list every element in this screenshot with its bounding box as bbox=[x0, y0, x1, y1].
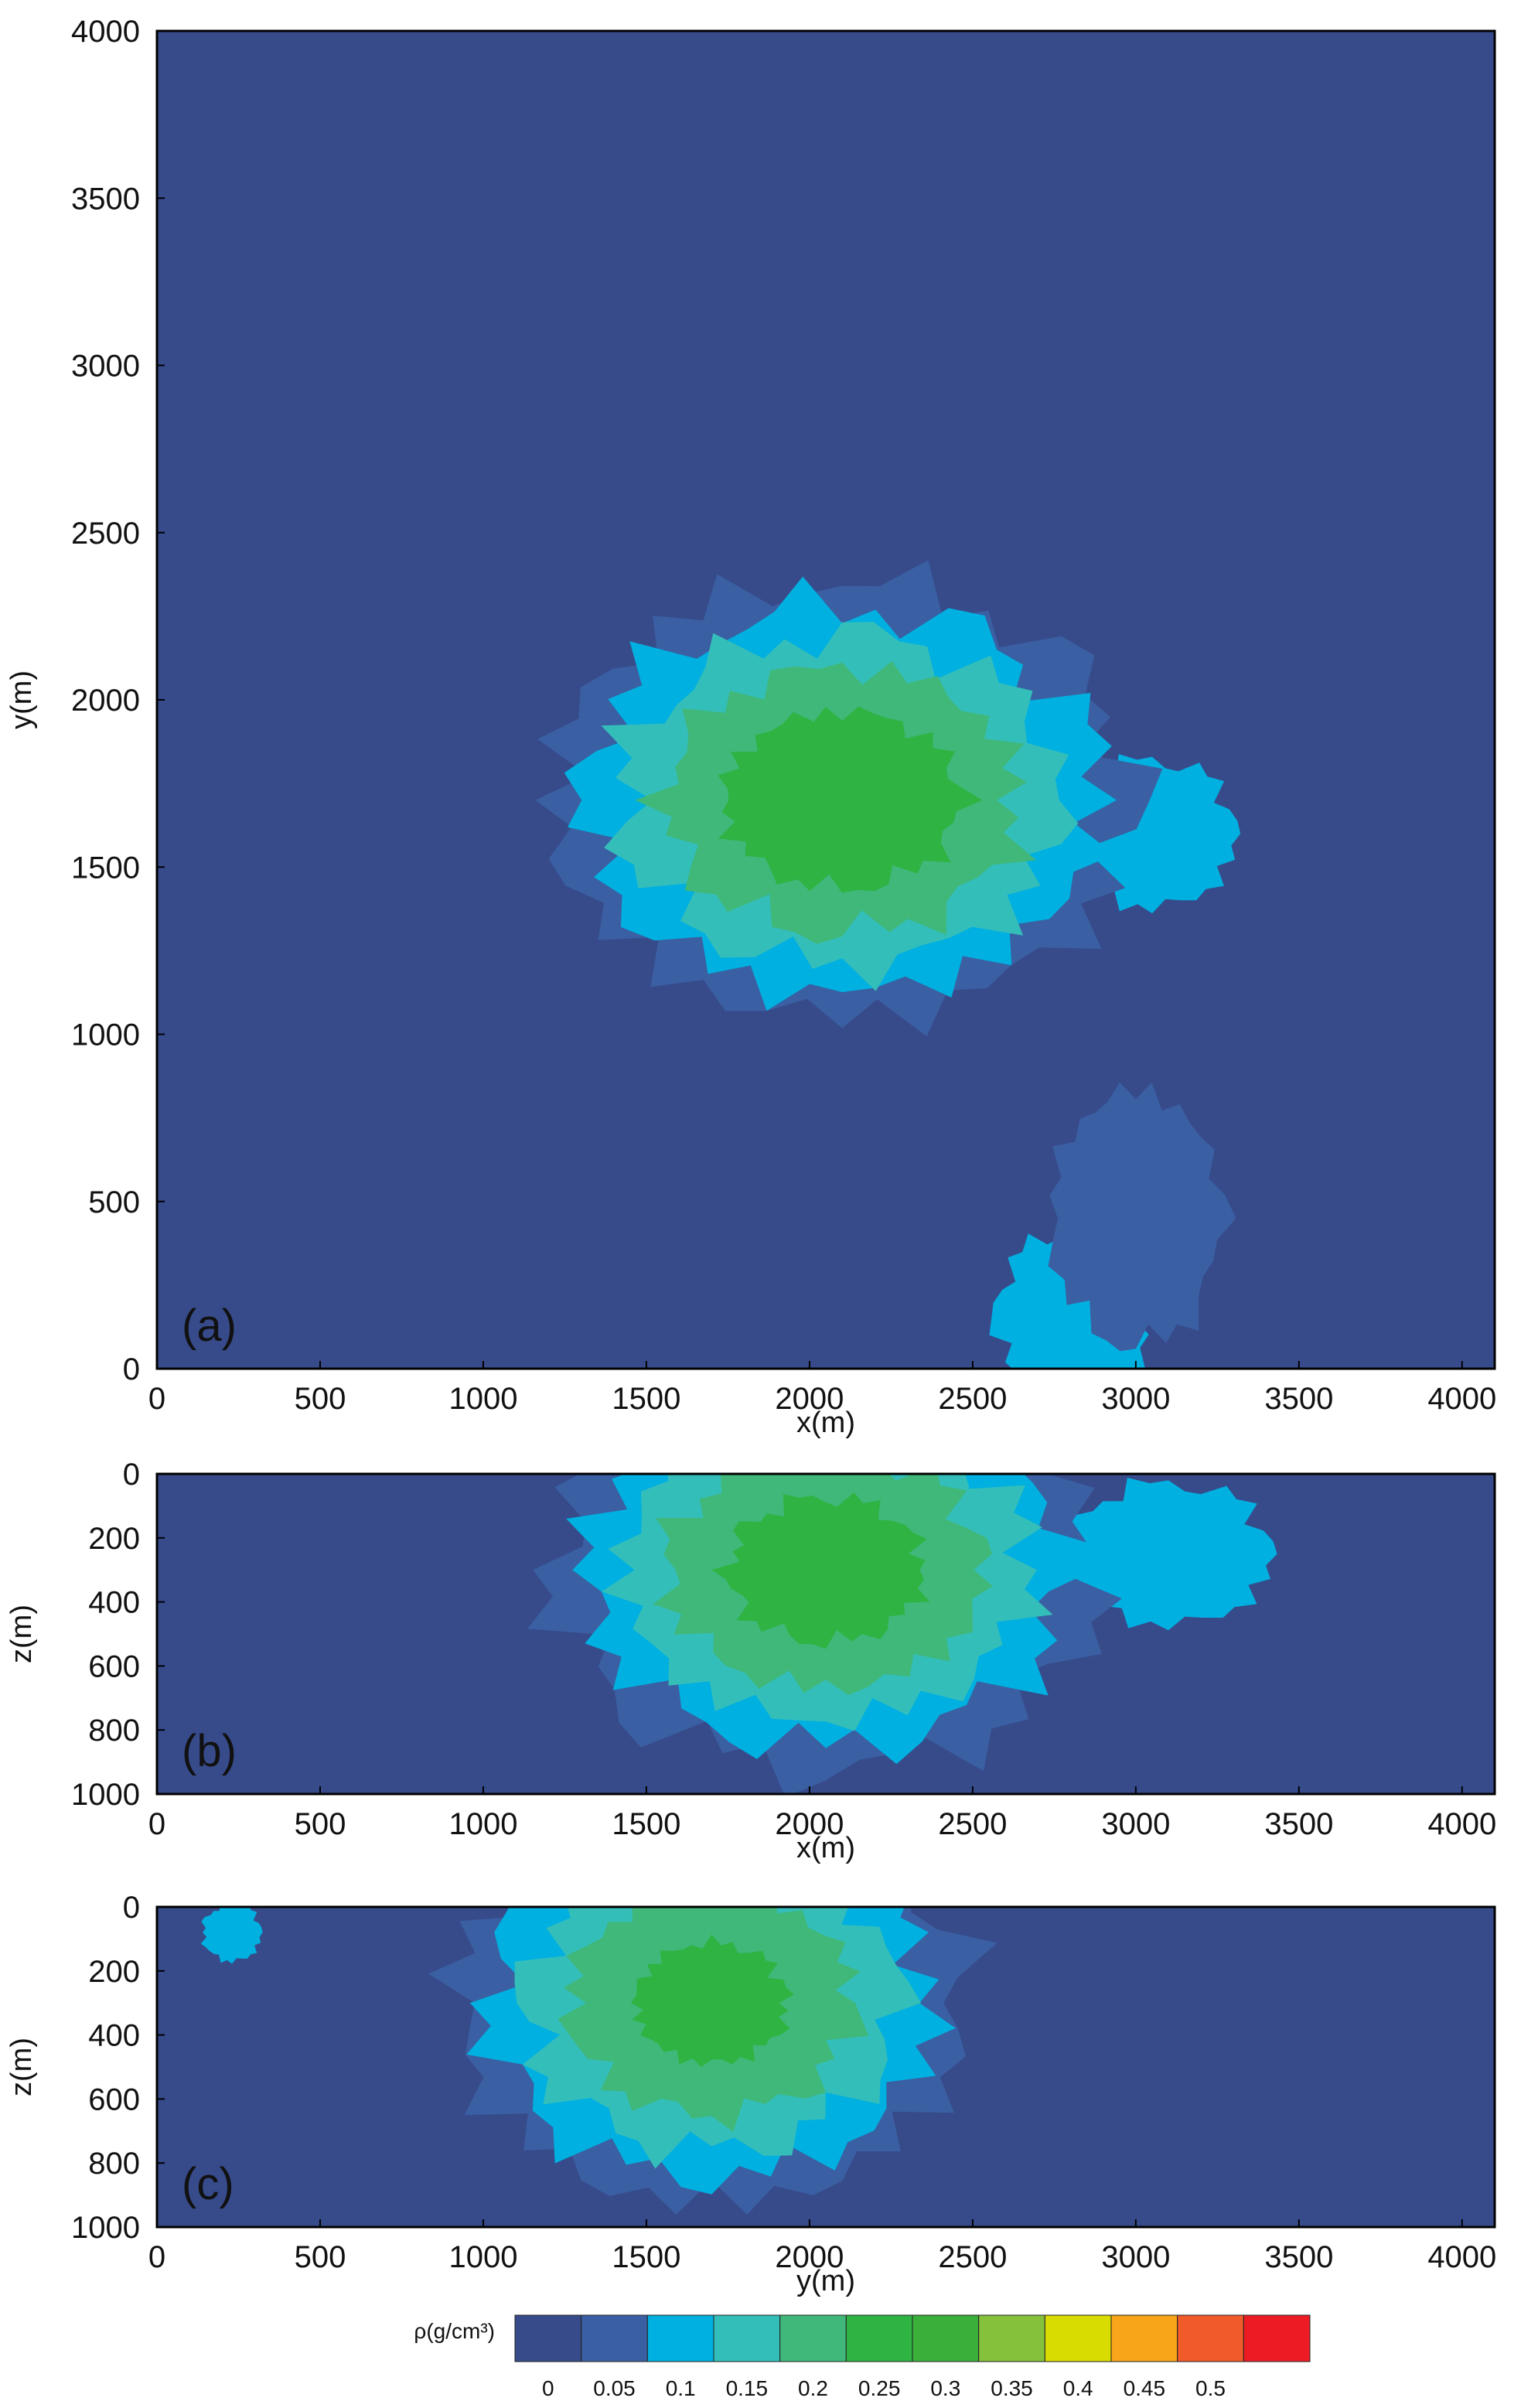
x-tick-label: 1500 bbox=[612, 1807, 680, 1841]
colorbar-swatch bbox=[514, 2314, 582, 2362]
y-tick-label: 0 bbox=[123, 1458, 140, 1492]
y-tick-label: 200 bbox=[88, 1955, 140, 1989]
colorbar-tick-label: 0.1 bbox=[666, 2376, 696, 2400]
colorbar-swatch bbox=[978, 2314, 1045, 2362]
x-tick-label: 2500 bbox=[938, 2240, 1007, 2274]
x-tick-label: 2500 bbox=[938, 1382, 1007, 1416]
colorbar-tick-label: 0.45 bbox=[1124, 2376, 1166, 2400]
x-tick-label: 500 bbox=[295, 1807, 346, 1841]
x-tick-label: 3000 bbox=[1101, 1807, 1170, 1841]
density-contour-band bbox=[718, 706, 983, 893]
density-contour-band bbox=[631, 1934, 794, 2067]
x-tick-label: 1500 bbox=[612, 2240, 680, 2274]
y-axis-label: y(m) bbox=[5, 670, 38, 729]
x-tick-label: 1000 bbox=[448, 1807, 517, 1841]
colorbar-tick-label: 0.15 bbox=[726, 2376, 769, 2400]
colorbar-swatch bbox=[581, 2314, 648, 2362]
y-tick-label: 800 bbox=[88, 2147, 140, 2181]
x-tick-label: 0 bbox=[148, 1807, 165, 1841]
colorbar-tick-label: 0.5 bbox=[1195, 2376, 1226, 2400]
x-tick-label: 0 bbox=[148, 2240, 165, 2274]
panel-c-yz-slice: 0 500 1000 1500 2000 2500 3000 3500 4000 0 200 400 6… bbox=[5, 1891, 1496, 2297]
y-tick-label: 2000 bbox=[71, 684, 140, 718]
colorbar-tick-label: 0.2 bbox=[798, 2376, 828, 2400]
colorbar-swatch bbox=[713, 2314, 781, 2362]
colorbar-swatch bbox=[646, 2314, 714, 2362]
secondary-anomaly bbox=[200, 1907, 263, 1964]
panel-b-xz-slice: 0 500 1000 1500 2000 2500 3000 3500 4000 0 200 400 6… bbox=[5, 1458, 1496, 1864]
secondary-anomaly bbox=[1048, 1082, 1236, 1352]
panel-label: (a) bbox=[182, 1301, 237, 1351]
x-tick-label: 3500 bbox=[1264, 2240, 1333, 2274]
x-tick-label: 3500 bbox=[1264, 1807, 1333, 1841]
y-tick-label: 1000 bbox=[71, 1018, 140, 1052]
colorbar-swatch bbox=[779, 2314, 847, 2362]
x-tick-label: 4000 bbox=[1427, 2240, 1496, 2274]
colorbar-tick-label: 0.3 bbox=[930, 2376, 960, 2400]
y-tick-label: 1000 bbox=[71, 1778, 140, 1812]
panel-a-xy-slice: 0 500 1000 1500 2000 2500 3000 3500 4000 0 500 1000… bbox=[5, 15, 1496, 1439]
plot-frame bbox=[155, 1905, 1496, 2229]
density-contour-band bbox=[711, 1492, 930, 1649]
x-axis-label: y(m) bbox=[796, 2265, 855, 2297]
x-tick-label: 2000 bbox=[775, 1382, 844, 1416]
y-tick-label: 500 bbox=[88, 1185, 140, 1219]
colorbar-swatch bbox=[845, 2314, 913, 2362]
x-tick-label: 3000 bbox=[1101, 2240, 1170, 2274]
y-tick-label: 800 bbox=[88, 1714, 140, 1748]
colorbar-tick-label: 0.05 bbox=[593, 2376, 636, 2400]
x-tick-label: 0 bbox=[148, 1382, 165, 1416]
y-tick-label: 3500 bbox=[71, 182, 140, 216]
colorbar-tick-label: 0 bbox=[542, 2376, 554, 2400]
x-tick-label: 500 bbox=[295, 2240, 346, 2274]
y-tick-label: 1000 bbox=[71, 2211, 140, 2245]
x-tick-label: 1000 bbox=[448, 1382, 517, 1416]
y-tick-label: 0 bbox=[123, 1891, 140, 1925]
x-axis-label: x(m) bbox=[796, 1407, 855, 1439]
y-tick-label: 2500 bbox=[71, 517, 140, 551]
x-tick-label: 2500 bbox=[938, 1807, 1007, 1841]
y-tick-label: 4000 bbox=[71, 15, 140, 49]
x-tick-label: 1500 bbox=[612, 1382, 680, 1416]
secondary-anomaly bbox=[1057, 1478, 1277, 1631]
colorbar-tick-label: 0.35 bbox=[991, 2376, 1033, 2400]
panel-label: (b) bbox=[182, 1726, 237, 1776]
colorbar-ticks: 0 0.05 0.1 0.15 0.2 0.25 0.3 0.35 0.4 0.45 0.5 bbox=[542, 2376, 1226, 2400]
x-tick-label: 1000 bbox=[448, 2240, 517, 2274]
x-tick-label: 4000 bbox=[1427, 1807, 1496, 1841]
y-tick-label: 600 bbox=[88, 1649, 140, 1683]
colorbar-swatches bbox=[514, 2314, 1311, 2362]
plot-frame bbox=[155, 1472, 1496, 1796]
y-tick-label: 0 bbox=[123, 1352, 140, 1386]
y-tick-label: 1500 bbox=[71, 851, 140, 885]
y-tick-label: 400 bbox=[88, 1586, 140, 1620]
x-tick-label: 3000 bbox=[1101, 1382, 1170, 1416]
colorbar-swatch bbox=[1177, 2314, 1244, 2362]
x-tick-label: 2000 bbox=[775, 2240, 844, 2274]
panel-label: (c) bbox=[182, 2159, 234, 2209]
colorbar-swatch bbox=[1044, 2314, 1112, 2362]
colorbar-swatch bbox=[1243, 2314, 1311, 2362]
y-tick-label: 200 bbox=[88, 1522, 140, 1556]
y-axis-label: z(m) bbox=[5, 2038, 38, 2096]
y-tick-label: 3000 bbox=[71, 350, 140, 384]
x-tick-label: 3500 bbox=[1264, 1382, 1333, 1416]
colorbar-tick-label: 0.4 bbox=[1063, 2376, 1093, 2400]
y-tick-label: 400 bbox=[88, 2019, 140, 2053]
x-tick-label: 500 bbox=[295, 1382, 346, 1416]
colorbar-swatch bbox=[912, 2314, 980, 2362]
x-tick-label: 4000 bbox=[1427, 1382, 1496, 1416]
colorbar-label: ρ(g/cm³) bbox=[414, 2319, 495, 2343]
colorbar: ρ(g/cm³) 0 0.05 0.1 0.15 0.2 0.25 0.3 0.35 0.4 0.… bbox=[414, 2314, 1311, 2400]
y-tick-label: 600 bbox=[88, 2082, 140, 2116]
y-axis-label: z(m) bbox=[5, 1605, 38, 1663]
colorbar-swatch bbox=[1110, 2314, 1178, 2362]
x-axis-label: x(m) bbox=[796, 1832, 855, 1864]
colorbar-tick-label: 0.25 bbox=[858, 2376, 901, 2400]
x-tick-label: 2000 bbox=[775, 1807, 844, 1841]
